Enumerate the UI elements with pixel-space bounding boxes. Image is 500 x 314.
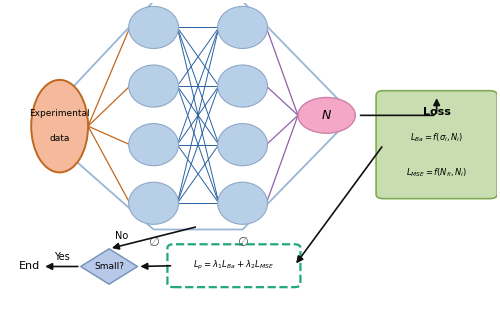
FancyBboxPatch shape bbox=[376, 91, 497, 199]
Text: $L_p = \lambda_1 L_{Ba} + \lambda_2 L_{MSE}$: $L_p = \lambda_1 L_{Ba} + \lambda_2 L_{M… bbox=[194, 259, 274, 272]
Text: $\varnothing$: $\varnothing$ bbox=[236, 235, 248, 249]
FancyBboxPatch shape bbox=[168, 244, 300, 287]
Ellipse shape bbox=[31, 80, 88, 172]
Text: $L_{MSE}=f\left(N_{fi}, N_i\right)$: $L_{MSE}=f\left(N_{fi}, N_i\right)$ bbox=[406, 166, 467, 179]
Text: Yes: Yes bbox=[54, 252, 70, 262]
Ellipse shape bbox=[218, 6, 268, 48]
Ellipse shape bbox=[128, 124, 178, 166]
Text: No: No bbox=[115, 231, 128, 241]
Text: $L_{Ba}=f\left(\sigma_i, N_i\right)$: $L_{Ba}=f\left(\sigma_i, N_i\right)$ bbox=[410, 132, 464, 144]
Ellipse shape bbox=[218, 124, 268, 166]
Polygon shape bbox=[80, 249, 138, 284]
Text: $N$: $N$ bbox=[321, 109, 332, 122]
Text: End: End bbox=[20, 262, 40, 272]
Text: Experimental: Experimental bbox=[30, 109, 90, 118]
Ellipse shape bbox=[218, 182, 268, 224]
Ellipse shape bbox=[128, 6, 178, 48]
Text: $\varnothing$: $\varnothing$ bbox=[148, 235, 160, 249]
Circle shape bbox=[298, 97, 356, 133]
Ellipse shape bbox=[128, 65, 178, 107]
Text: Loss: Loss bbox=[422, 107, 450, 117]
Text: Small?: Small? bbox=[94, 262, 124, 271]
Ellipse shape bbox=[218, 65, 268, 107]
Ellipse shape bbox=[128, 182, 178, 224]
Text: data: data bbox=[50, 134, 70, 143]
